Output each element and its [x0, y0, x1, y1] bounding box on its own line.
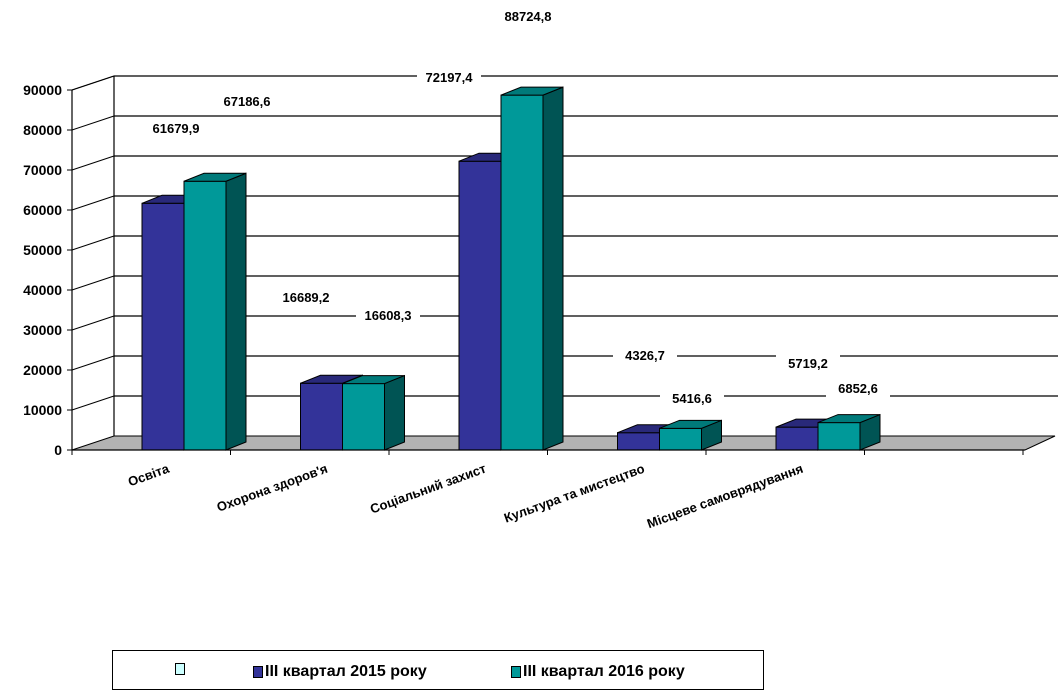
gridline-diagonal — [71, 315, 115, 331]
gridline-diagonal — [71, 235, 115, 251]
y-tick-label: 40000 — [23, 282, 62, 298]
data-label-bg — [496, 8, 560, 25]
x-category-label: Місцеве самоврядування — [645, 461, 805, 531]
y-axis: 0 10000 20000 30000 40000 50000 60000 70000 8000… — [23, 75, 115, 458]
y-tick-label: 60000 — [23, 202, 62, 218]
bar-side — [225, 172, 247, 451]
x-category-label: Соціальний захист — [368, 461, 488, 517]
legend-label-2015: ІІІ квартал 2015 року — [265, 663, 427, 680]
gridline-diagonal — [71, 195, 115, 211]
bar-front — [659, 427, 702, 451]
data-label-bg — [144, 120, 208, 137]
legend-item-2015: ІІІ квартал 2015 року — [253, 663, 427, 681]
gridlines — [71, 75, 1058, 411]
legend-label-2016: ІІІ квартал 2016 року — [523, 663, 685, 680]
data-label-bg — [274, 289, 338, 306]
y-tick-label: 10000 — [23, 402, 62, 418]
data-label: 88724,8 — [505, 9, 552, 24]
data-label-bg — [356, 307, 420, 324]
bar-chart: 0 10000 20000 30000 40000 50000 60000 70000 8000… — [23, 8, 1058, 531]
x-axis: Освіта Охорона здоров'я Соціальний захист К… — [71, 449, 1025, 531]
data-label: 61679,9 — [153, 121, 200, 136]
gridline-diagonal — [71, 355, 115, 371]
legend-swatch-2015 — [253, 666, 263, 678]
data-label: 5719,2 — [788, 356, 828, 371]
gridline-diagonal — [71, 155, 115, 171]
data-label-bg — [613, 347, 677, 364]
bar-top — [342, 375, 405, 385]
legend-item-empty — [175, 663, 187, 675]
data-label-bg — [660, 390, 724, 407]
legend-swatch-empty — [175, 663, 185, 675]
y-tick-label: 0 — [54, 442, 62, 458]
bar-top — [500, 86, 564, 96]
gridline-diagonal — [71, 395, 115, 411]
data-label-bg — [215, 93, 279, 110]
y-tick-label: 80000 — [23, 122, 62, 138]
data-label: 67186,6 — [224, 94, 271, 109]
data-label: 72197,4 — [426, 70, 474, 85]
data-label: 6852,6 — [838, 381, 878, 396]
y-tick-label: 20000 — [23, 362, 62, 378]
bar-side — [542, 86, 564, 451]
bar-front — [342, 383, 385, 451]
data-label: 16689,2 — [283, 290, 330, 305]
data-label: 16608,3 — [365, 308, 412, 323]
data-label-bg — [776, 355, 840, 372]
bar-front — [183, 180, 227, 451]
bar-front — [775, 426, 819, 451]
x-category-label: Охорона здоров'я — [215, 461, 330, 515]
gridline-diagonal — [71, 275, 115, 291]
y-axis-top-edge — [71, 75, 115, 91]
data-labels: 61679,9 67186,6 16689,2 16608,3 72197,4 88724… — [144, 8, 890, 407]
bar-top — [659, 419, 722, 429]
y-tick-label: 50000 — [23, 242, 62, 258]
bar-top — [183, 172, 247, 182]
data-label: 5416,6 — [672, 391, 712, 406]
bar-front — [617, 432, 660, 451]
y-tick-label: 30000 — [23, 322, 62, 338]
y-tick-label: 70000 — [23, 162, 62, 178]
data-label-bg — [826, 380, 890, 397]
bar-side — [384, 374, 405, 451]
bar-front — [458, 160, 502, 451]
x-category-label: Культура та мистецтво — [502, 461, 647, 526]
gridline-diagonal — [71, 115, 115, 131]
bar-top — [817, 414, 881, 424]
legend: ІІІ квартал 2015 року ІІІ квартал 2016 р… — [112, 650, 764, 690]
data-label: 4326,7 — [625, 348, 665, 363]
legend-item-2016: ІІІ квартал 2016 року — [511, 663, 685, 681]
y-tick-label: 90000 — [23, 82, 62, 98]
bar-front — [300, 382, 343, 451]
bar-front — [141, 202, 185, 451]
legend-swatch-2016 — [511, 666, 521, 678]
data-label-bg — [417, 69, 481, 86]
bar-front — [817, 422, 861, 451]
bar-front — [500, 94, 544, 451]
x-category-label: Освіта — [126, 460, 172, 489]
bars — [141, 86, 881, 451]
